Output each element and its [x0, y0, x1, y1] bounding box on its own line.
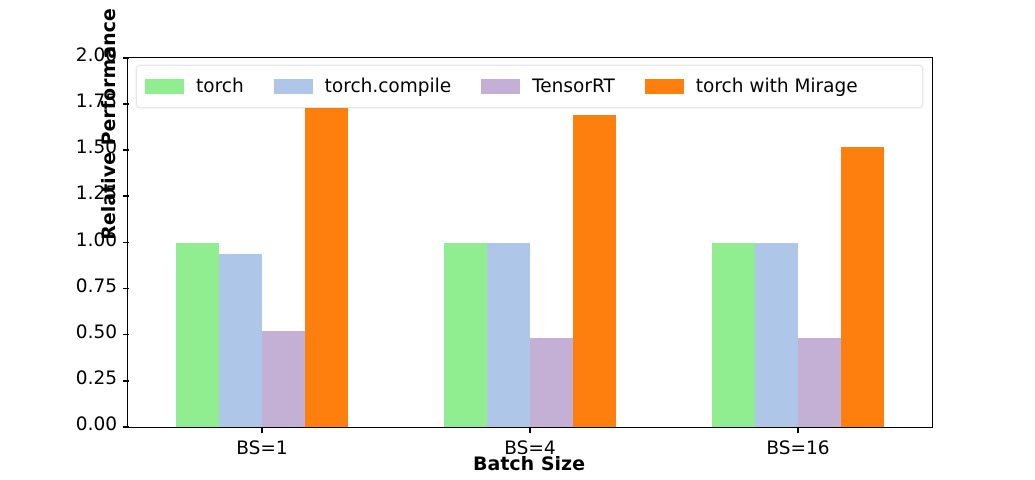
y-tick-label: 1.25	[75, 183, 117, 205]
x-tick-mark	[261, 427, 263, 433]
y-tick-label: 0.75	[75, 275, 117, 297]
bar	[487, 242, 530, 427]
x-tick-label: BS=16	[766, 438, 830, 459]
y-tick-label: 1.00	[75, 229, 117, 251]
bar	[712, 242, 755, 427]
y-tick-label: 0.25	[75, 367, 117, 389]
y-tick-label: 2.00	[75, 45, 117, 66]
y-tick-mark	[122, 195, 129, 198]
y-tick-label: 0.00	[75, 414, 117, 435]
bar	[219, 253, 262, 427]
legend-label: torch	[196, 76, 244, 97]
bar	[841, 146, 884, 427]
y-tick-mark	[122, 57, 129, 59]
bar	[755, 242, 798, 427]
legend-entry[interactable]: TensorRT	[481, 76, 645, 97]
x-tick-label: BS=4	[504, 438, 556, 459]
legend-entry[interactable]: torch	[145, 76, 274, 97]
legend-entry[interactable]: torch.compile	[273, 76, 481, 97]
x-tick-mark	[797, 427, 799, 433]
bar	[176, 242, 219, 427]
y-tick-label: 1.50	[75, 137, 117, 159]
legend-entry[interactable]: torch with Mirage	[644, 76, 858, 97]
x-tick-label: BS=1	[236, 438, 288, 459]
y-tick-mark	[122, 287, 129, 290]
bar	[444, 242, 487, 427]
legend-label: torch.compile	[324, 76, 452, 97]
y-tick-label: 0.50	[75, 321, 117, 343]
y-tick-label: 1.75	[75, 91, 117, 113]
y-tick-mark	[122, 103, 129, 105]
y-tick-mark	[122, 149, 129, 151]
legend-swatch-icon	[481, 79, 521, 94]
chart-legend: torch torch.compile TensorRT torch with Mir…	[136, 65, 923, 108]
y-tick-mark	[122, 379, 129, 382]
x-axis-title: Batch Size	[473, 453, 585, 475]
legend-label: torch with Mirage	[695, 76, 858, 97]
y-tick-mark	[122, 241, 129, 244]
legend-swatch-icon	[145, 79, 184, 94]
y-tick-mark	[122, 426, 129, 428]
plot-area	[128, 58, 932, 427]
legend-swatch-icon	[273, 79, 313, 94]
y-tick-mark	[122, 333, 129, 336]
plot-axes: 0.00 0.25 0.50 0.75 1.00 1.25 1.50 1.75 2.00 BS=…	[76, 45, 933, 459]
bar	[798, 338, 841, 427]
legend-label: TensorRT	[532, 76, 615, 97]
bar	[305, 102, 348, 427]
x-tick-mark	[529, 427, 531, 433]
legend-swatch-icon	[644, 79, 684, 94]
bar	[573, 115, 616, 427]
bar	[262, 331, 305, 427]
bar	[530, 338, 573, 427]
